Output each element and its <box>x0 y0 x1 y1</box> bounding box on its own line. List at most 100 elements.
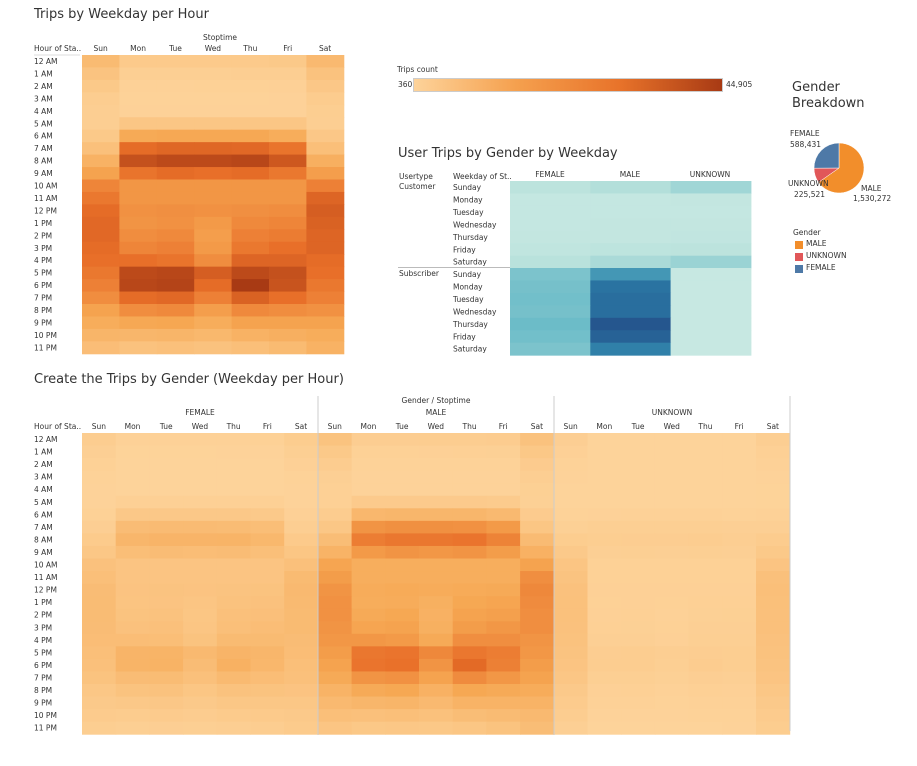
hm3-cell <box>486 621 521 635</box>
hm3-cell <box>419 558 454 572</box>
hm3-cell <box>183 671 218 685</box>
hm2-cell <box>670 193 752 207</box>
hm3-cell <box>284 520 319 534</box>
hm3-cell <box>621 520 656 534</box>
hm1-cell <box>194 316 233 330</box>
stoptime-header: Stoptime <box>203 33 237 42</box>
hm3-cell <box>216 608 251 622</box>
hm1-cell <box>194 104 233 118</box>
hm2-cell <box>590 255 672 269</box>
hm3-cell <box>351 495 386 509</box>
hm3-cell <box>452 684 487 698</box>
hm1-cell <box>194 55 233 68</box>
hm3-cell <box>317 633 353 647</box>
hm3-cell <box>284 658 319 672</box>
col-male: MALE <box>619 170 641 179</box>
hm3-cell <box>688 545 723 559</box>
hm2-weekday-label: Friday <box>453 245 476 254</box>
hm3-cell <box>587 571 622 585</box>
hm3-cell <box>284 621 319 635</box>
hm3-cell <box>216 445 251 459</box>
hm3-cell <box>688 633 723 647</box>
hm3-cell <box>82 508 117 522</box>
hm2-cell <box>670 268 752 281</box>
hm1-cell <box>119 241 158 255</box>
hm3-cell <box>756 558 791 572</box>
hm2-cell <box>670 181 752 194</box>
hm3-cell <box>688 621 723 635</box>
hm3-cell <box>654 433 690 447</box>
hm3-cell <box>351 696 386 710</box>
hm3-cell <box>553 671 588 685</box>
hm3-cell <box>452 533 487 547</box>
hm3-cell <box>722 508 757 522</box>
hm3-cell <box>722 646 757 660</box>
hm3-cell <box>452 495 487 509</box>
hm1-cell <box>306 216 345 230</box>
hm3-day-label: Mon <box>361 422 377 431</box>
hm1-hour-label: 4 PM <box>34 256 52 265</box>
hm3-cell <box>216 583 251 597</box>
hm3-cell <box>284 709 319 723</box>
hm1-cell <box>119 104 158 118</box>
hm3-cell <box>419 571 454 585</box>
hm3-cell <box>419 583 454 597</box>
hm1-cell <box>194 328 233 342</box>
hm1-cell <box>269 191 307 205</box>
hm2-cell <box>510 230 591 244</box>
hm3-cell <box>284 696 319 710</box>
hm1-cell <box>119 316 158 330</box>
hm2-cell <box>590 292 672 306</box>
hm1-cell <box>194 229 233 243</box>
hm3-cell <box>553 483 588 497</box>
hm2-cell <box>510 305 591 319</box>
hm3-cell <box>452 508 487 522</box>
hm3-cell <box>654 646 690 660</box>
hm3-cell <box>452 633 487 647</box>
hm3-cell <box>486 433 521 447</box>
hm3-cell <box>587 608 622 622</box>
hm3-cell <box>115 696 150 710</box>
legend-female-label: FEMALE <box>806 263 836 272</box>
hm3-cell <box>419 596 454 610</box>
hm1-cell <box>231 191 270 205</box>
hm1-hour-label: 8 PM <box>34 306 52 315</box>
hm1-hour-label: 2 AM <box>34 82 53 91</box>
hm3-cell <box>688 533 723 547</box>
hm1-cell <box>306 316 345 330</box>
hm3-cell <box>553 571 588 585</box>
hm1-cell <box>156 79 195 93</box>
hm3-cell <box>216 558 251 572</box>
hm3-cell <box>756 684 791 698</box>
hm1-cell <box>231 229 270 243</box>
hm3-cell <box>722 445 757 459</box>
pie-label-male: MALE <box>861 184 882 193</box>
hm3-cell <box>115 558 150 572</box>
hm1-cell <box>82 191 120 205</box>
hm1-cell <box>231 117 270 131</box>
hm1-hour-label: 1 AM <box>34 69 53 78</box>
hm2-cell <box>510 243 591 257</box>
hm1-cell <box>269 129 307 143</box>
hm3-cell <box>553 709 588 723</box>
hm3-cell <box>621 571 656 585</box>
hm3-cell <box>216 433 251 447</box>
hm3-cell <box>82 583 117 597</box>
hm3-cell <box>587 558 622 572</box>
hm3-cell <box>452 621 487 635</box>
hm1-cell <box>119 328 158 342</box>
hm2-cell <box>670 292 752 306</box>
hm3-cell <box>621 483 656 497</box>
hm3-cell <box>688 495 723 509</box>
hm3-cell <box>250 696 285 710</box>
hm2-cell <box>510 268 591 281</box>
hm3-cell <box>722 433 757 447</box>
hm3-cell <box>419 671 454 685</box>
legend-unknown-label: UNKNOWN <box>806 251 847 260</box>
hm3-cell <box>452 583 487 597</box>
hm1-cell <box>156 341 195 355</box>
hm1-cell <box>231 328 270 342</box>
col-unknown: UNKNOWN <box>689 170 731 179</box>
hm2-cell <box>590 330 672 344</box>
hm3-cell <box>520 445 555 459</box>
